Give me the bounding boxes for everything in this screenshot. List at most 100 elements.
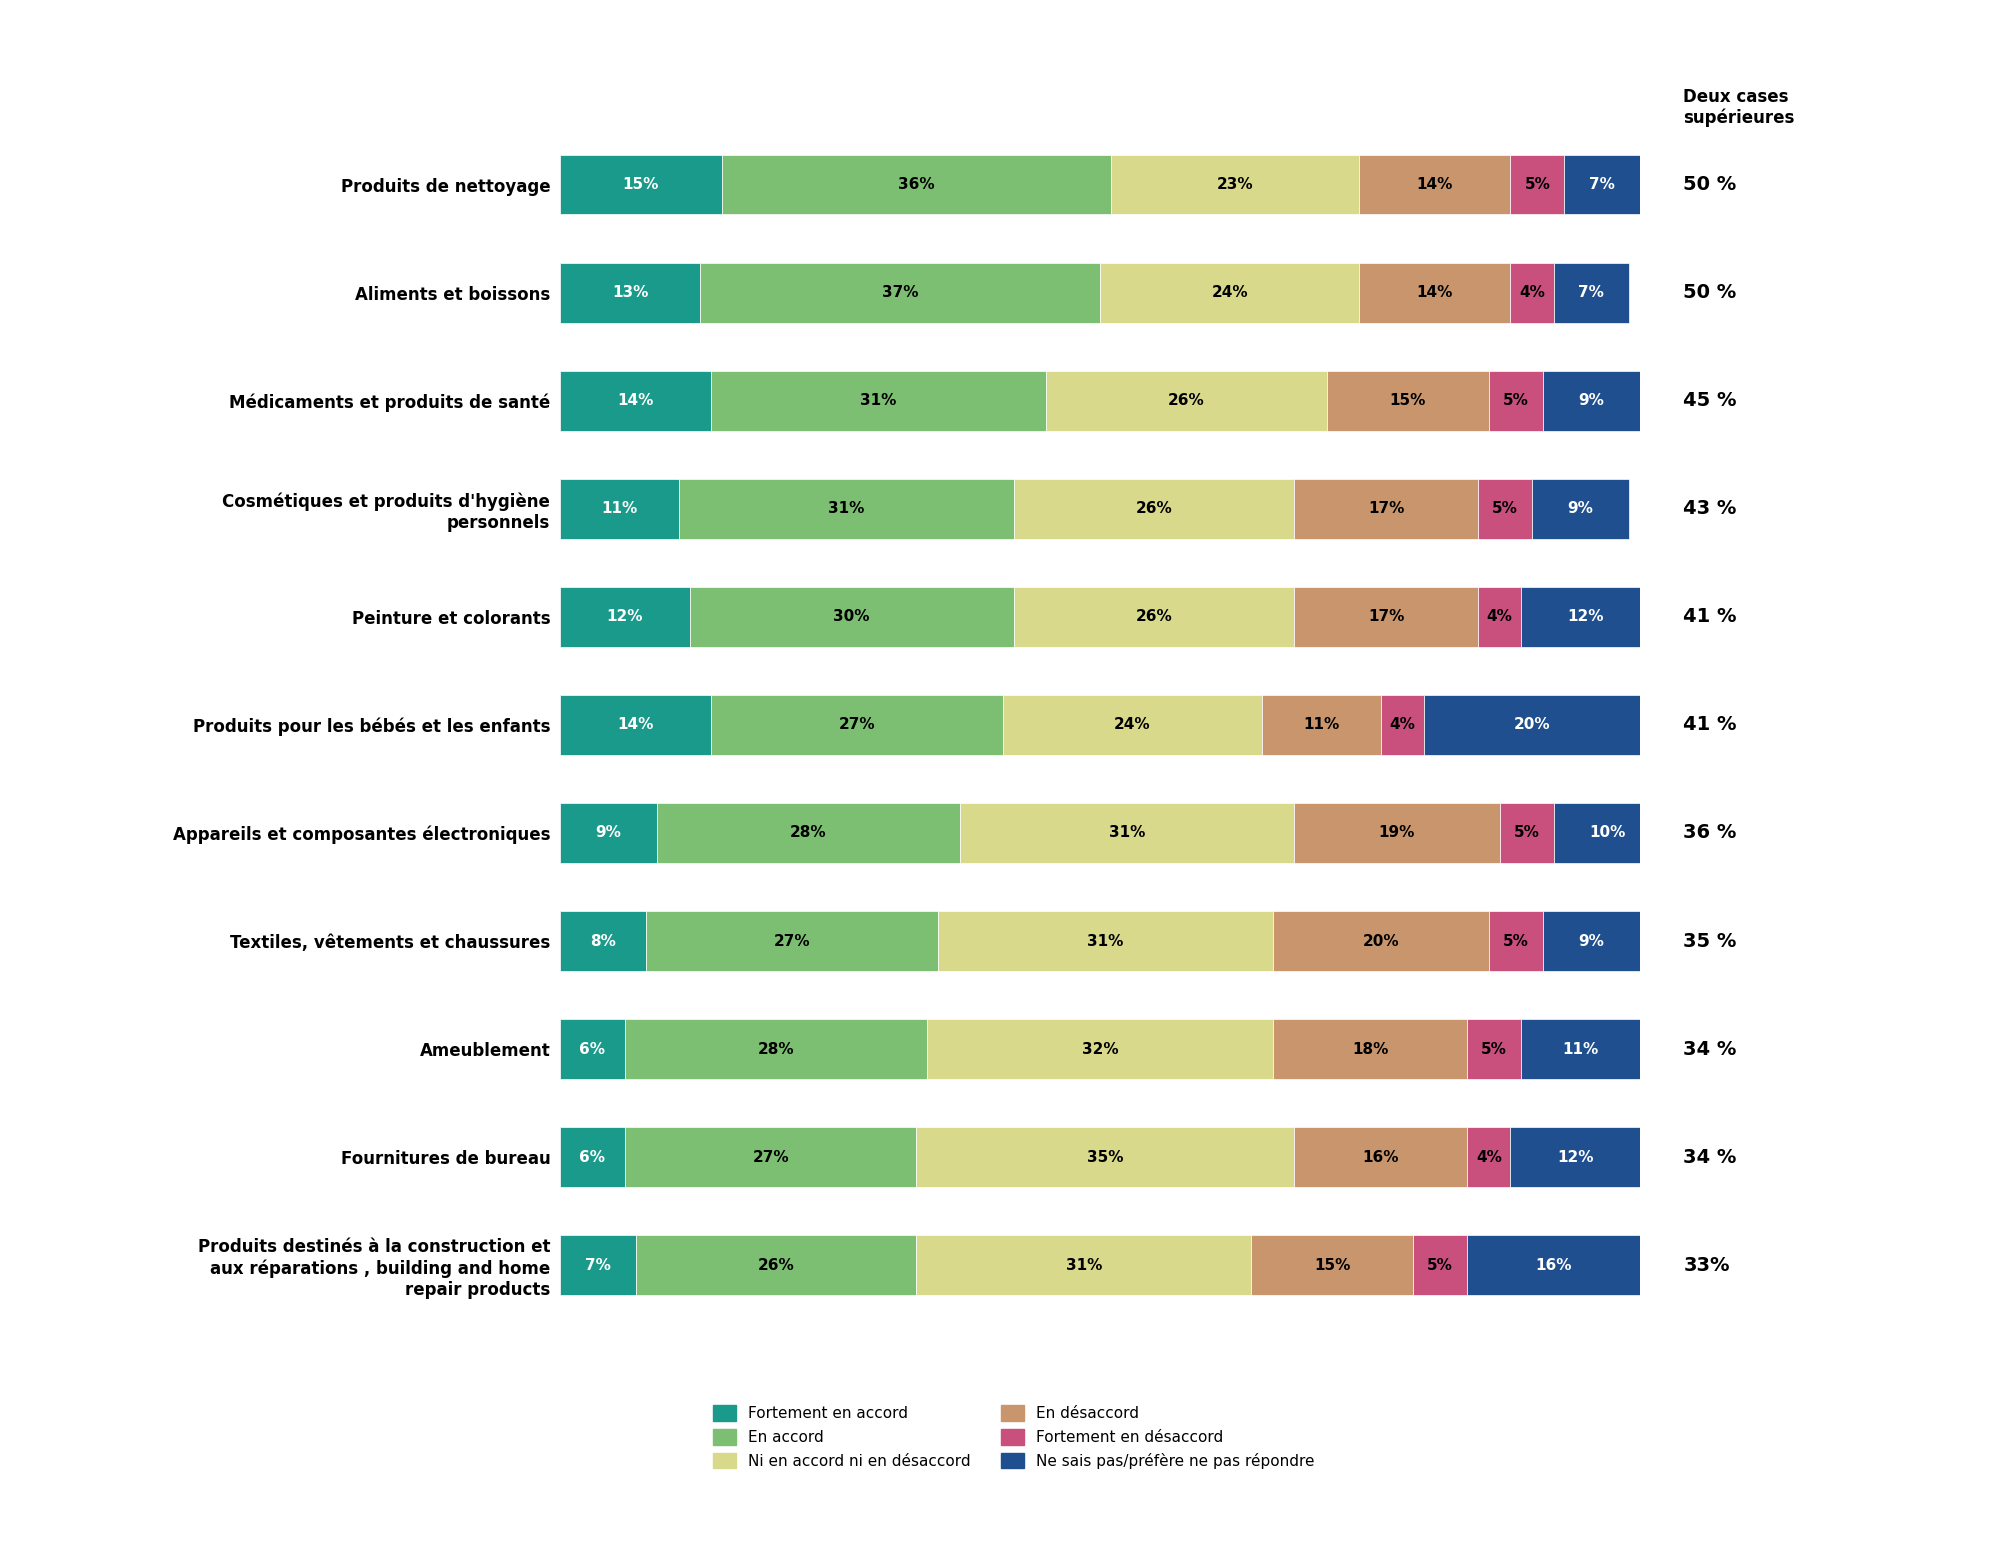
Bar [1510, 1127, 1640, 1186]
Text: 17%: 17% [1368, 610, 1404, 625]
Text: 15%: 15% [1390, 393, 1426, 408]
Text: 18%: 18% [1352, 1041, 1388, 1057]
Bar [636, 1235, 916, 1296]
Text: 41 %: 41 % [1684, 608, 1736, 627]
Text: 14%: 14% [618, 717, 654, 733]
Bar [1272, 912, 1488, 971]
Bar [560, 1127, 624, 1186]
Bar [1554, 263, 1630, 323]
Text: 7%: 7% [1578, 285, 1604, 301]
Bar [658, 803, 960, 862]
Text: 20%: 20% [1362, 934, 1400, 948]
Text: 35%: 35% [1088, 1149, 1124, 1165]
Text: 45 %: 45 % [1684, 391, 1736, 410]
Text: 6%: 6% [580, 1041, 606, 1057]
Bar [560, 1020, 624, 1079]
Text: Deux cases
supérieures: Deux cases supérieures [1684, 87, 1794, 126]
Bar [1046, 371, 1326, 430]
Text: 12%: 12% [606, 610, 644, 625]
Bar [1510, 263, 1554, 323]
Text: 31%: 31% [1066, 1258, 1102, 1272]
Text: 50 %: 50 % [1684, 175, 1736, 195]
Text: 23%: 23% [1216, 178, 1254, 192]
Text: 31%: 31% [1108, 825, 1146, 840]
Bar [646, 912, 938, 971]
Bar [700, 263, 1100, 323]
Bar [1110, 154, 1360, 215]
Bar [560, 588, 690, 647]
Text: 15%: 15% [1314, 1258, 1350, 1272]
Bar [712, 695, 1002, 755]
Text: 26%: 26% [1136, 502, 1172, 516]
Text: 9%: 9% [1568, 502, 1594, 516]
Bar [1294, 588, 1478, 647]
Text: 9%: 9% [596, 825, 622, 840]
Text: 32%: 32% [1082, 1041, 1118, 1057]
Text: 31%: 31% [828, 502, 864, 516]
Bar [1564, 154, 1640, 215]
Bar [1100, 263, 1360, 323]
Bar [624, 1020, 928, 1079]
Bar [560, 1235, 636, 1296]
Bar [1510, 154, 1564, 215]
Text: 31%: 31% [860, 393, 896, 408]
Text: 27%: 27% [774, 934, 810, 948]
Bar [1522, 1020, 1640, 1079]
Bar [1478, 479, 1532, 538]
Bar [1414, 1235, 1468, 1296]
Bar [1532, 479, 1630, 538]
Bar [938, 912, 1272, 971]
Bar [1294, 803, 1500, 862]
Text: 7%: 7% [1590, 178, 1616, 192]
Text: 26%: 26% [1136, 610, 1172, 625]
Text: 4%: 4% [1520, 285, 1544, 301]
Text: 14%: 14% [618, 393, 654, 408]
Bar [1554, 803, 1662, 862]
Text: 12%: 12% [1556, 1149, 1594, 1165]
Text: 7%: 7% [584, 1258, 610, 1272]
Text: 12%: 12% [1568, 610, 1604, 625]
Text: 41 %: 41 % [1684, 716, 1736, 734]
Bar [1500, 803, 1554, 862]
Bar [928, 1020, 1272, 1079]
Bar [560, 371, 712, 430]
Bar [1262, 695, 1380, 755]
Text: 33%: 33% [1684, 1255, 1730, 1275]
Text: 35 %: 35 % [1684, 932, 1736, 951]
Text: 36%: 36% [898, 178, 934, 192]
Bar [1360, 154, 1510, 215]
Bar [1468, 1235, 1640, 1296]
Text: 43 %: 43 % [1684, 499, 1736, 518]
Bar [722, 154, 1110, 215]
Text: 4%: 4% [1390, 717, 1416, 733]
Bar [960, 803, 1294, 862]
Bar [1488, 371, 1542, 430]
Text: 36 %: 36 % [1684, 823, 1736, 842]
Text: 24%: 24% [1212, 285, 1248, 301]
Bar [1272, 1020, 1468, 1079]
Bar [560, 912, 646, 971]
Bar [1294, 479, 1478, 538]
Bar [1542, 912, 1640, 971]
Bar [560, 263, 700, 323]
Bar [712, 371, 1046, 430]
Text: 28%: 28% [758, 1041, 794, 1057]
Bar [916, 1235, 1252, 1296]
Text: 5%: 5% [1502, 934, 1528, 948]
Text: 27%: 27% [752, 1149, 788, 1165]
Bar [1478, 588, 1522, 647]
Text: 37%: 37% [882, 285, 918, 301]
Bar [1522, 588, 1650, 647]
Text: 15%: 15% [622, 178, 660, 192]
Text: 16%: 16% [1536, 1258, 1572, 1272]
Text: 34 %: 34 % [1684, 1147, 1736, 1166]
Text: 26%: 26% [1168, 393, 1204, 408]
Text: 9%: 9% [1578, 934, 1604, 948]
Text: 11%: 11% [1304, 717, 1340, 733]
Text: 24%: 24% [1114, 717, 1150, 733]
Text: 5%: 5% [1492, 502, 1518, 516]
Bar [624, 1127, 916, 1186]
Text: 14%: 14% [1416, 285, 1452, 301]
Bar [1014, 479, 1294, 538]
Text: 50 %: 50 % [1684, 284, 1736, 302]
